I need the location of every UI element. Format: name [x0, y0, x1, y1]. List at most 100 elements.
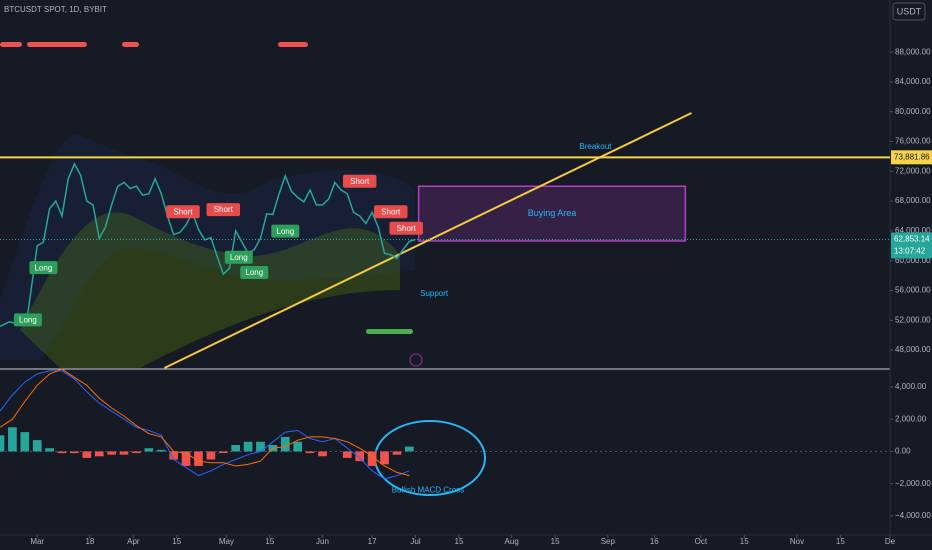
y-tick-label: 48,000.00 — [895, 345, 931, 354]
histogram-bar — [169, 451, 178, 460]
macd-line — [0, 368, 410, 477]
histogram-bar — [20, 432, 30, 452]
macd-line — [0, 370, 410, 480]
y-tick-label: 4,000.00 — [895, 382, 927, 391]
histogram-bar — [8, 427, 17, 452]
currency[interactable]: USDT — [897, 6, 922, 16]
signal-box — [29, 261, 58, 275]
histogram-bar — [305, 451, 315, 454]
histogram-bar — [119, 451, 129, 455]
y-tick-label: 64,000.00 — [895, 226, 931, 235]
countdown: 13:07:42 — [894, 247, 926, 256]
y-tick-label: 56,000.00 — [895, 286, 931, 295]
histogram-bar — [194, 451, 203, 466]
last-price-label: 62,853.14 — [894, 235, 930, 244]
histogram-bar — [293, 441, 303, 452]
y-tick-label: 88,000.00 — [895, 47, 931, 56]
x-tick-label: 15 — [172, 537, 181, 546]
histogram-bar — [355, 451, 365, 462]
signal-box — [342, 174, 377, 188]
x-tick-label: Apr — [127, 537, 140, 546]
histogram-bar — [380, 451, 389, 465]
x-tick-label: Sep — [601, 537, 616, 546]
x-tick-label: 15 — [836, 537, 845, 546]
x-tick-label: Jul — [410, 537, 420, 546]
x-tick-label: Jun — [316, 537, 329, 546]
x-tick-label: 16 — [650, 537, 659, 546]
signal-label: Long — [276, 227, 294, 236]
histogram-bar — [256, 441, 265, 452]
signal-box — [206, 203, 241, 217]
histogram-bar — [45, 448, 54, 452]
signal-label: Long — [35, 263, 53, 272]
level-box — [891, 150, 932, 165]
histogram-bar — [243, 441, 253, 452]
signal-box — [389, 221, 423, 235]
cloud — [20, 212, 400, 368]
signal-label: Short — [397, 224, 417, 233]
histogram-bar — [82, 451, 92, 458]
buying-area — [417, 185, 687, 242]
x-tick-label: 15 — [740, 537, 749, 546]
histogram-bar — [144, 448, 154, 452]
signal-label: Short — [173, 207, 193, 216]
y-tick-label: 52,000.00 — [895, 315, 931, 324]
histogram-bar — [404, 446, 414, 452]
x-tick-label: Aug — [505, 537, 519, 546]
signal-box — [373, 205, 408, 219]
histogram-bar — [367, 451, 377, 466]
histogram-bar — [392, 451, 402, 455]
y-tick-label: 80,000.00 — [895, 107, 931, 116]
histogram-bar — [231, 445, 241, 452]
buying-area-label: Buying Area — [528, 208, 577, 218]
histogram-bar — [94, 451, 104, 457]
histogram-bar — [132, 451, 141, 454]
annotation: Bullish MACD Cross — [392, 485, 464, 494]
annotation: Breakout — [579, 142, 612, 151]
signal-box — [224, 250, 253, 264]
signal-label: Short — [350, 177, 370, 186]
signal-label: Short — [214, 205, 234, 214]
y-tick-label: 2,000.00 — [895, 414, 927, 423]
signal-box — [240, 266, 269, 280]
currency-button[interactable] — [892, 2, 926, 21]
histogram-bar — [156, 449, 166, 452]
y-tick-label: 60,000.00 — [895, 256, 931, 265]
histogram-bar — [318, 451, 327, 457]
signal-label: Short — [381, 207, 401, 216]
histogram-bar — [181, 451, 191, 466]
dots — [366, 329, 413, 334]
x-tick-label: 15 — [455, 537, 464, 546]
histogram-bar — [206, 451, 216, 460]
histogram-bar — [342, 451, 352, 458]
icon — [409, 353, 423, 367]
x-tick-label: De — [885, 537, 896, 546]
histogram-bar — [32, 440, 42, 452]
y-tick-label: 0.00 — [895, 447, 911, 456]
trendline — [163, 112, 692, 369]
histogram-bar — [0, 435, 5, 452]
x-tick-label: May — [219, 537, 234, 546]
y-tick-label: 72,000.00 — [895, 166, 931, 175]
signal-box — [166, 205, 200, 219]
x-tick-label: Oct — [695, 537, 708, 546]
histogram-bar — [218, 451, 228, 454]
histogram-bar — [280, 436, 290, 452]
symbol-title: BTCUSDT SPOT, 1D, BYBIT — [4, 5, 107, 14]
x-tick-label: 18 — [85, 537, 94, 546]
annotation: Support — [420, 289, 449, 298]
histogram-bar — [57, 451, 67, 454]
last-price-box — [891, 232, 932, 259]
y-tick-label: −4,000.00 — [895, 511, 931, 520]
signal-box — [13, 313, 42, 327]
x-tick-label: Mar — [30, 537, 44, 546]
x-tick-label: 15 — [551, 537, 560, 546]
signal-label: Long — [245, 268, 263, 277]
y-tick-label: 84,000.00 — [895, 77, 931, 86]
dots — [0, 42, 308, 47]
x-tick-label: Nov — [790, 537, 804, 546]
x-tick-label: 15 — [265, 537, 274, 546]
level-label: 73,881.86 — [894, 152, 930, 161]
